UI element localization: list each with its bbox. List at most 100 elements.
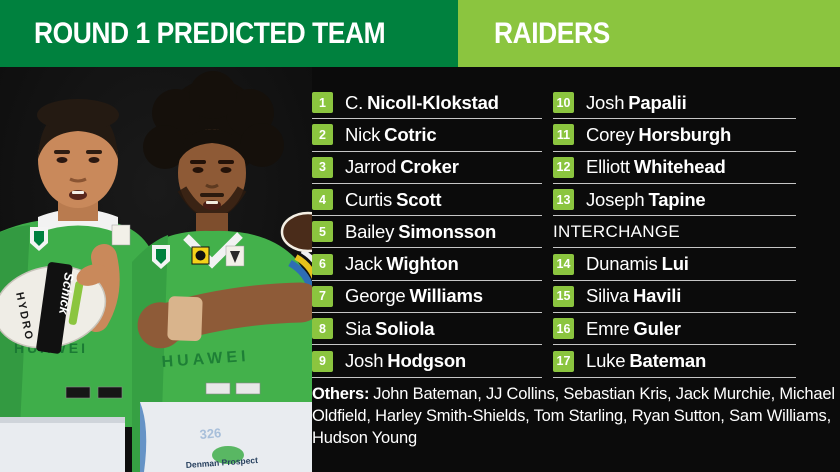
- player-first-name: C.: [345, 91, 364, 113]
- player-name: Bailey Simonsson: [345, 221, 496, 243]
- jersey-number-badge: 1: [312, 92, 333, 114]
- taped-forearm: [137, 282, 312, 349]
- lineup-column-left: 1 C. Nicoll-Klokstad 2 Nick Cotric 3 Jarro…: [312, 87, 542, 378]
- left-player: HUAWEI: [0, 99, 152, 472]
- player-name: Jack Wighton: [345, 253, 459, 275]
- jersey-number-badge: 8: [312, 318, 333, 340]
- dare-logo-icon: [280, 211, 312, 253]
- player-last-name: Simonsson: [398, 220, 497, 242]
- lineup-row-8: 8 Sia Soliola: [312, 313, 542, 346]
- player-first-name: Jack: [345, 253, 383, 275]
- jersey-number-badge: 16: [553, 318, 574, 340]
- white-shorts: 326 Denman Prospect: [140, 402, 312, 472]
- player-first-name: Jarrod: [345, 156, 397, 178]
- player-first-name: Nick: [345, 123, 381, 145]
- player-name: Sia Soliola: [345, 317, 435, 340]
- lineup-row-12: 12 Elliott Whitehead: [553, 152, 796, 184]
- lineup-row-13: 13 Joseph Tapine: [553, 184, 796, 217]
- right-player: HUAWEI 326 Denman Prospect: [132, 71, 312, 472]
- player-last-name: Papalii: [628, 91, 687, 113]
- player-last-name: Williams: [409, 285, 483, 307]
- jersey-number-badge: 15: [553, 285, 574, 307]
- player-first-name: Bailey: [345, 220, 395, 242]
- player-last-name: Tapine: [648, 188, 706, 210]
- lineup-row-3: 3 Jarrod Croker: [312, 152, 542, 184]
- nrl-badge-icon: [30, 227, 48, 251]
- interchange-label: INTERCHANGE: [553, 221, 681, 241]
- jersey-number-badge: 9: [312, 350, 333, 372]
- jersey-number-badge: 2: [312, 124, 333, 146]
- lineup-column-right: 10 Josh Papalii 11 Corey Horsburgh 12 Elli…: [553, 87, 796, 378]
- player-first-name: Josh: [345, 350, 384, 372]
- lineup-row-11: 11 Corey Horsburgh: [553, 119, 796, 152]
- player-last-name: Guler: [633, 317, 681, 339]
- shorts-number: 326: [199, 425, 222, 442]
- player-last-name: Cotric: [384, 123, 437, 145]
- lineup-row-10: 10 Josh Papalii: [553, 87, 796, 120]
- player-first-name: George: [345, 285, 406, 307]
- lineup-row-7: 7 George Williams: [312, 281, 542, 314]
- player-first-name: Corey: [586, 123, 635, 145]
- player-first-name: Joseph: [586, 188, 645, 210]
- player-first-name: Luke: [586, 350, 626, 372]
- others-list: Others: John Bateman, JJ Collins, Sebasti…: [312, 383, 836, 449]
- player-name: Luke Bateman: [586, 350, 706, 372]
- lineup-row-14: 14 Dunamis Lui: [553, 248, 796, 281]
- jersey-number-badge: 10: [553, 92, 574, 114]
- team-name: RAIDERS: [494, 17, 610, 50]
- player-first-name: Emre: [586, 317, 630, 339]
- player-name: Jarrod Croker: [345, 156, 459, 178]
- jersey-number-badge: 4: [312, 189, 333, 211]
- player-last-name: Nicoll-Klokstad: [367, 91, 499, 113]
- player-last-name: Horsburgh: [638, 123, 732, 145]
- jersey-number-badge: 11: [553, 124, 574, 146]
- player-last-name: Croker: [400, 156, 459, 178]
- player-first-name: Sia: [345, 317, 372, 339]
- header-dark-green-panel: [0, 0, 458, 67]
- lineup-row-2: 2 Nick Cotric: [312, 119, 542, 152]
- lineup-row-4: 4 Curtis Scott: [312, 184, 542, 217]
- player-first-name: Siliva: [586, 285, 630, 307]
- lineup-row-16: 16 Emre Guler: [553, 313, 796, 346]
- lineup-row-6: 6 Jack Wighton: [312, 248, 542, 281]
- player-name: Curtis Scott: [345, 188, 442, 211]
- player-name: Nick Cotric: [345, 123, 437, 146]
- player-name: Elliott Whitehead: [586, 156, 726, 178]
- player-last-name: Bateman: [629, 350, 707, 372]
- interchange-header-row: INTERCHANGE: [553, 216, 796, 249]
- player-name: Josh Hodgson: [345, 350, 466, 372]
- jersey-number-badge: 3: [312, 156, 333, 178]
- lineup-row-9: 9 Josh Hodgson: [312, 345, 542, 378]
- player-name: Dunamis Lui: [586, 253, 689, 275]
- player-first-name: Elliott: [586, 156, 630, 178]
- player-name: Josh Papalii: [586, 92, 687, 114]
- player-name: C. Nicoll-Klokstad: [345, 92, 499, 114]
- player-name: Siliva Havili: [586, 285, 681, 307]
- jersey-number-badge: 7: [312, 285, 333, 307]
- lineup-row-5: 5 Bailey Simonsson: [312, 216, 542, 249]
- lineup-row-15: 15 Siliva Havili: [553, 281, 796, 314]
- player-last-name: Soliola: [375, 317, 435, 339]
- jersey-number-badge: 12: [553, 156, 574, 178]
- football-icon: Schick HYDRO: [0, 262, 108, 354]
- player-last-name: Scott: [396, 188, 442, 210]
- sponsor-patch-icon: [111, 224, 131, 246]
- jersey-number-badge: 17: [553, 350, 574, 372]
- others-label: Others:: [312, 385, 370, 403]
- page-title: ROUND 1 PREDICTED TEAM: [34, 17, 386, 50]
- player-last-name: Whitehead: [633, 156, 726, 178]
- player-last-name: Lui: [661, 253, 689, 275]
- jersey-number-badge: 14: [553, 253, 574, 275]
- others-names: John Bateman, JJ Collins, Sebastian Kris…: [312, 385, 835, 447]
- player-first-name: Josh: [586, 91, 625, 113]
- nrl-badge-icon-right: [152, 245, 170, 269]
- player-last-name: Wighton: [386, 253, 459, 275]
- jersey-sponsor-right: HUAWEI: [161, 348, 250, 371]
- team-photo: HUAWEI Schick HYDRO: [0, 67, 312, 472]
- lineup-row-1: 1 C. Nicoll-Klokstad: [312, 87, 542, 120]
- jersey-number-badge: 5: [312, 221, 333, 243]
- player-first-name: Dunamis: [586, 253, 658, 275]
- header-bar: ROUND 1 PREDICTED TEAM RAIDERS: [0, 0, 840, 67]
- jersey-number-badge: 6: [312, 253, 333, 275]
